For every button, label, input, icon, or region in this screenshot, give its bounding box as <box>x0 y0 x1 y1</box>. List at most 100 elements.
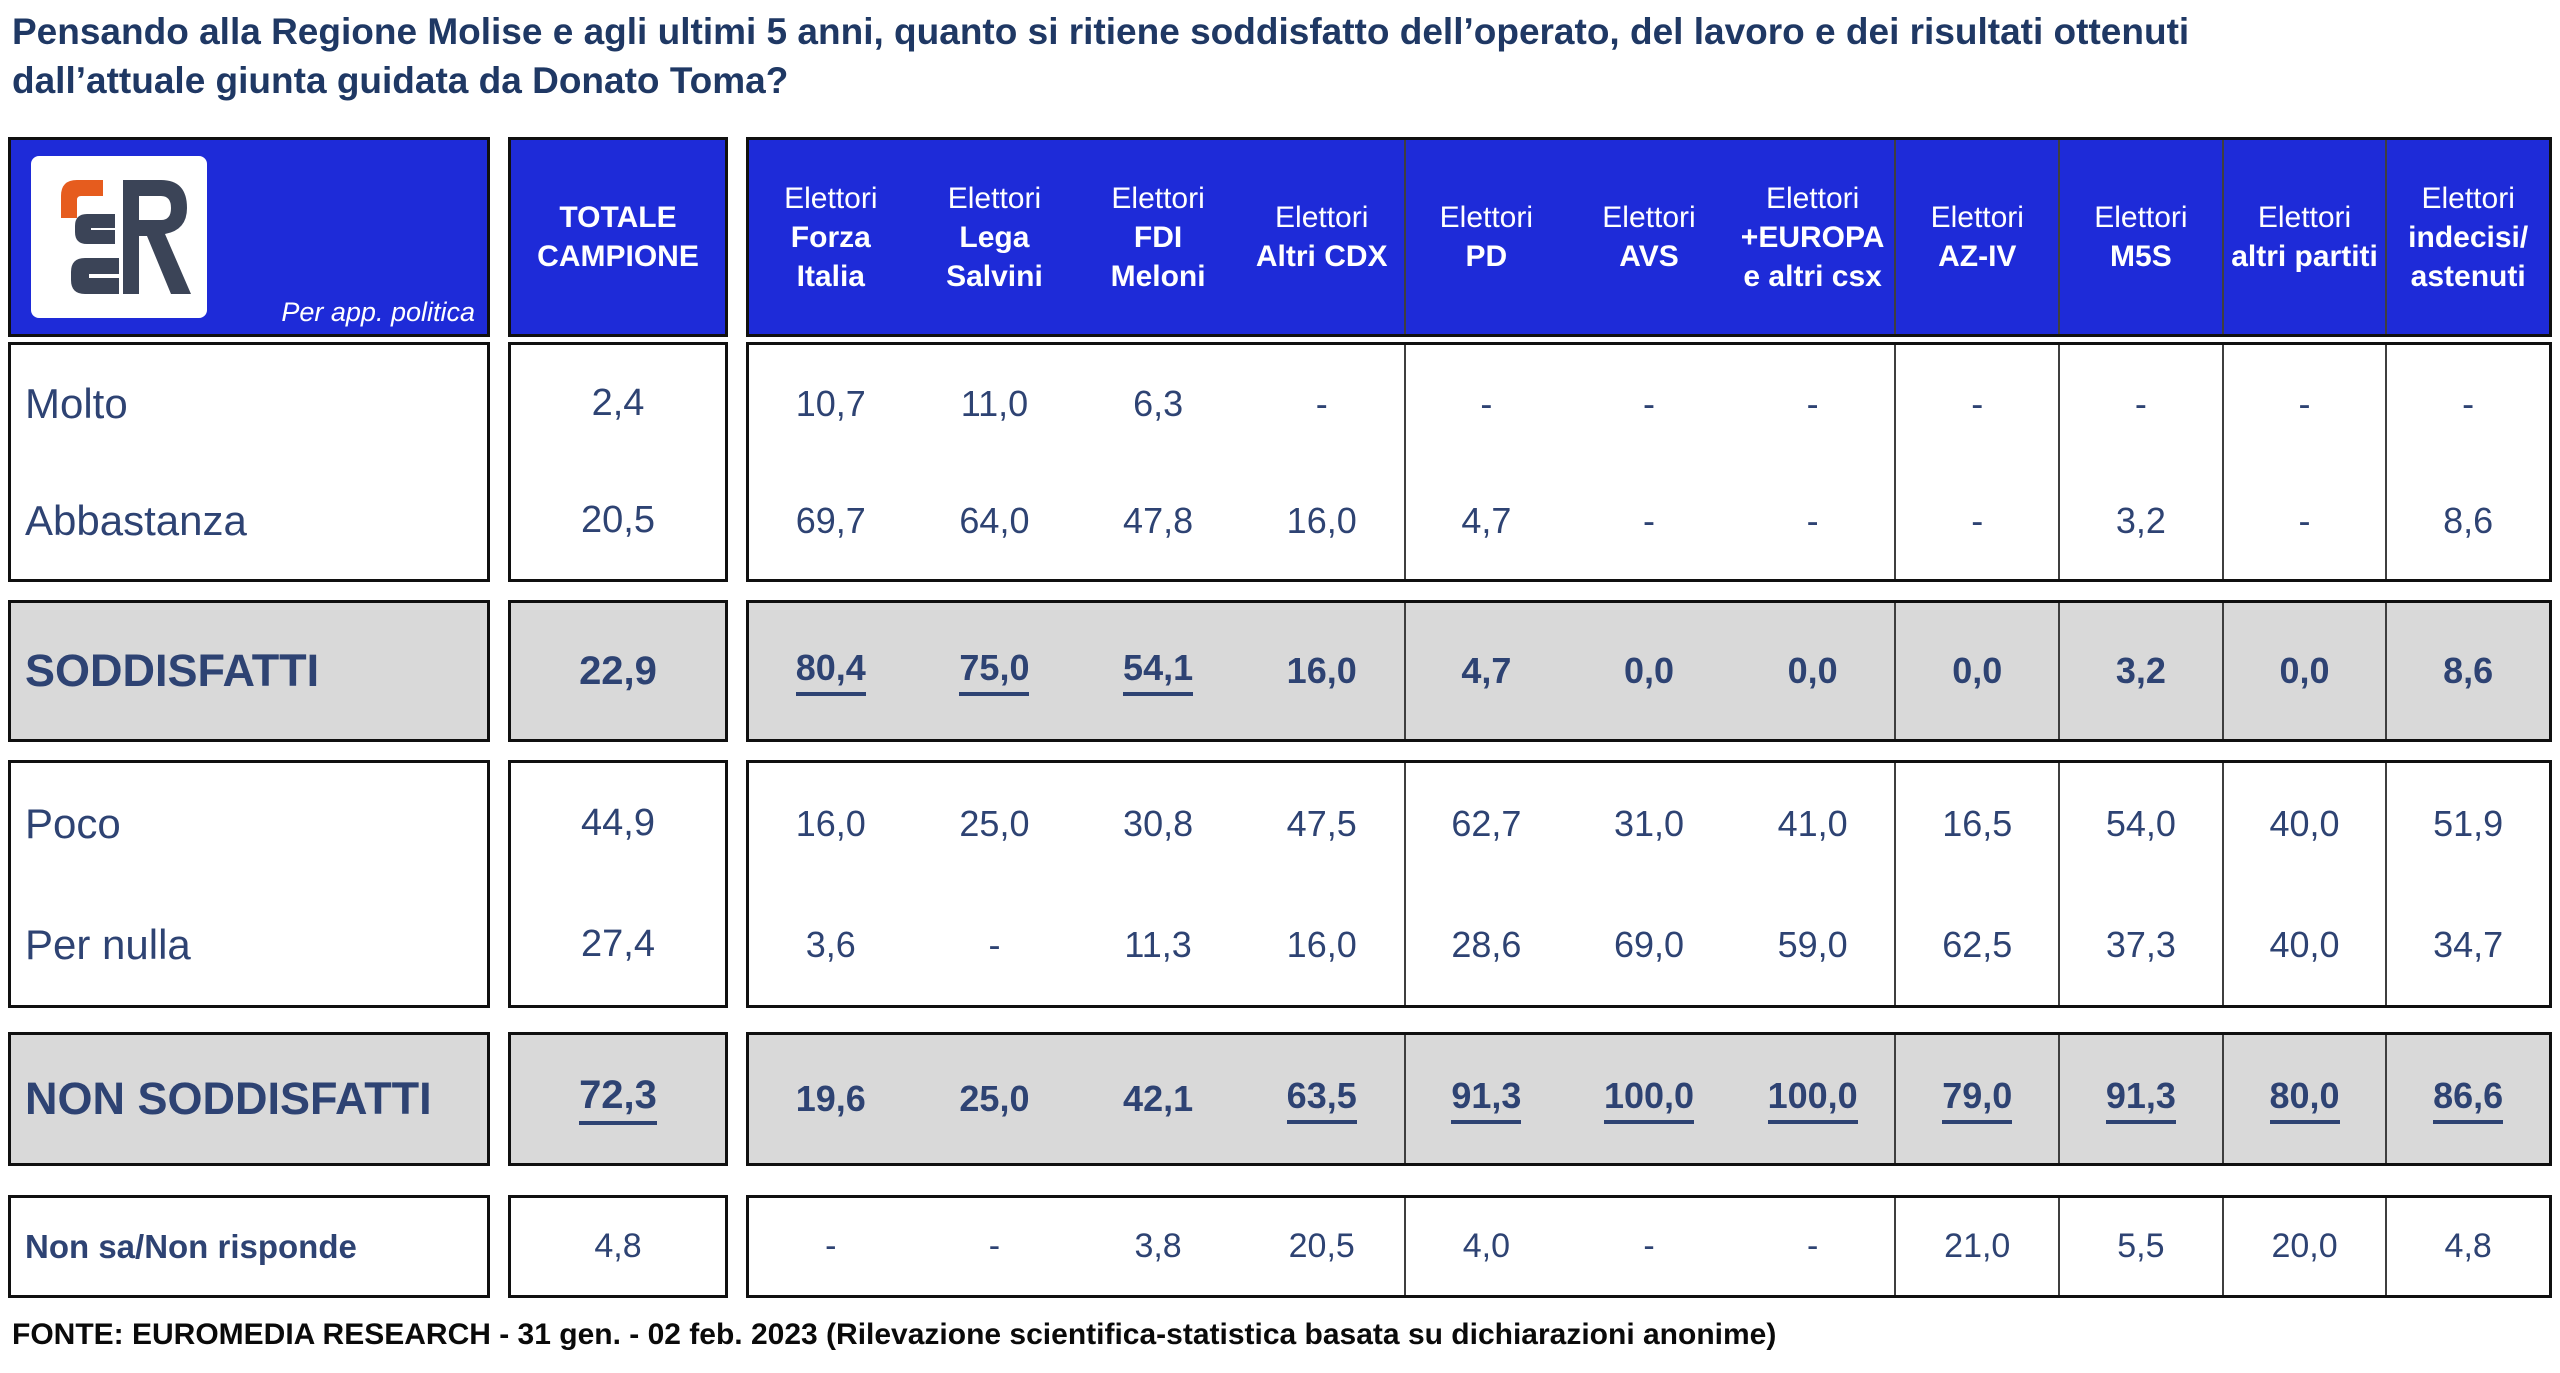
cell-value: - <box>2462 382 2475 424</box>
unsatisfied-summary-band: NON SODDISFATTI 72,3 19,6 25,0 42,1 63,5… <box>8 1032 2552 1166</box>
cell-value: 51,9 <box>2433 802 2504 844</box>
cell-value: 31,0 <box>1613 802 1685 844</box>
cell-value: 10,7 <box>795 382 866 424</box>
detail-band-unsatisfied: Poco Per nulla 44,9 27,4 16,0 3,6 25, <box>8 760 2552 1008</box>
row-label: Poco <box>25 799 121 847</box>
cell-value: 69,7 <box>795 499 866 541</box>
cell-value: 41,0 <box>1777 802 1848 844</box>
satisfied-summary-band: SODDISFATTI 22,9 80,4 75,0 54,1 16,0 4,7… <box>8 600 2552 742</box>
party-column: 6,3 47,8 <box>1076 345 1240 579</box>
total-value: 22,9 <box>579 648 657 693</box>
party-header-cell: Elettori Forza Italia <box>749 140 913 334</box>
total-value: 27,4 <box>581 923 655 965</box>
row-label: NON SODDISFATTI <box>25 1073 432 1124</box>
cell-value: 8,6 <box>2443 650 2494 691</box>
party-column: 3,8 <box>1076 1198 1240 1295</box>
party-header-cell: Elettori indecisi/ astenuti <box>2385 140 2549 334</box>
party-values-cell: 19,6 25,0 42,1 63,5 91,3 100,0 100,0 79,… <box>746 1032 2552 1166</box>
party-column: 62,7 28,6 <box>1403 763 1568 1005</box>
party-column: 0,0 <box>1731 603 1895 739</box>
party-column: 91,3 <box>1403 1035 1568 1163</box>
cell-value: 3,2 <box>2115 499 2166 541</box>
party-header-prefix: Elettori <box>2421 181 2515 215</box>
party-column: 31,0 69,0 <box>1567 763 1731 1005</box>
cell-value: 91,3 <box>1451 1075 1522 1124</box>
party-header-name: altri partiti <box>2231 240 2378 273</box>
row-label: Per nulla <box>25 920 191 968</box>
party-column: - - <box>1894 345 2058 579</box>
cell-value: 100,0 <box>1603 1075 1695 1124</box>
party-header-cell: Elettori Altri CDX <box>1240 140 1404 334</box>
party-column: 41,0 59,0 <box>1731 763 1895 1005</box>
cell-value: 20,0 <box>2271 1227 2338 1265</box>
cell-value: 0,0 <box>1623 650 1675 691</box>
cell-value: 40,0 <box>2269 802 2340 844</box>
party-header-name: PD <box>1465 240 1508 273</box>
cell-value: 4,0 <box>1462 1227 1510 1265</box>
cell-value: 16,0 <box>1286 499 1357 541</box>
party-column: 8,6 <box>2385 603 2549 739</box>
party-header-grid: Elettori Forza Italia Elettori Lega Salv… <box>749 140 2549 334</box>
cell-value: 80,0 <box>2269 1075 2340 1124</box>
row-label-cell: SODDISFATTI <box>8 600 490 742</box>
cell-value: 54,0 <box>2105 802 2176 844</box>
party-column: 54,0 37,3 <box>2058 763 2222 1005</box>
cell-value: 6,3 <box>1133 382 1184 424</box>
party-column: 100,0 <box>1567 1035 1731 1163</box>
cell-value: 0,0 <box>1952 650 2003 691</box>
party-header-cell: Elettori AVS <box>1567 140 1731 334</box>
row-label: Non sa/Non risponde <box>25 1227 357 1265</box>
cell-value: 42,1 <box>1123 1078 1194 1119</box>
party-column: 4,7 <box>1403 603 1568 739</box>
party-values-cell: 80,4 75,0 54,1 16,0 4,7 0,0 0,0 0,0 3,2 … <box>746 600 2552 742</box>
party-column: 42,1 <box>1076 1035 1240 1163</box>
cell-value: - <box>1315 382 1328 424</box>
cell-value: - <box>825 1227 837 1265</box>
row-label-cell: Non sa/Non risponde <box>8 1195 490 1298</box>
cell-value: 47,8 <box>1123 499 1194 541</box>
party-column: 10,7 69,7 <box>749 345 913 579</box>
party-header-cell: Elettori PD <box>1403 140 1568 334</box>
party-column: - 4,7 <box>1403 345 1568 579</box>
party-header-cell: Elettori AZ-IV <box>1894 140 2058 334</box>
total-value: 20,5 <box>581 499 655 541</box>
party-column: 25,0 <box>913 1035 1077 1163</box>
row-label-cell: Molto Abbastanza <box>8 342 490 582</box>
party-header-prefix: Elettori <box>1602 201 1696 234</box>
cell-value: 0,0 <box>1787 650 1838 691</box>
party-column: 4,8 <box>2385 1198 2549 1295</box>
cell-value: 3,8 <box>1134 1227 1182 1265</box>
cell-value: 5,5 <box>2117 1227 2165 1265</box>
cell-value: 86,6 <box>2433 1075 2504 1124</box>
cell-value: 100,0 <box>1767 1075 1858 1124</box>
party-header-prefix: Elettori <box>1930 201 2024 234</box>
party-header-name: M5S <box>2110 240 2172 273</box>
cell-value: 3,2 <box>2115 650 2166 691</box>
party-column: 30,8 11,3 <box>1076 763 1240 1005</box>
cell-value: - <box>1806 382 1819 424</box>
party-header-prefix: Elettori <box>1439 201 1534 234</box>
party-column: 0,0 <box>1894 603 2058 739</box>
cell-value: 64,0 <box>959 499 1030 541</box>
party-column: 19,6 <box>749 1035 913 1163</box>
cell-value: 75,0 <box>959 647 1030 696</box>
cell-value: - <box>1480 382 1493 424</box>
party-column: 47,5 16,0 <box>1240 763 1404 1005</box>
party-header-name: Forza Italia <box>790 220 871 293</box>
party-column: 25,0 - <box>913 763 1077 1005</box>
total-value: 2,4 <box>591 382 645 424</box>
cell-value: 69,0 <box>1613 923 1685 965</box>
party-header-prefix: Elettori <box>784 181 878 215</box>
euromedia-er-logo <box>61 180 191 294</box>
party-header-cell: Elettori +EUROPA e altri csx <box>1731 140 1895 334</box>
cell-value: 25,0 <box>959 802 1030 844</box>
cell-value: - <box>1806 1227 1819 1265</box>
total-value: 72,3 <box>579 1073 657 1125</box>
party-header-prefix: Elettori <box>2094 201 2188 234</box>
cell-value: 3,6 <box>805 923 856 965</box>
row-label: Molto <box>25 379 128 427</box>
party-header-prefix: Elettori <box>2257 201 2352 234</box>
party-column: 11,0 64,0 <box>913 345 1077 579</box>
cell-value: 16,0 <box>795 802 866 844</box>
